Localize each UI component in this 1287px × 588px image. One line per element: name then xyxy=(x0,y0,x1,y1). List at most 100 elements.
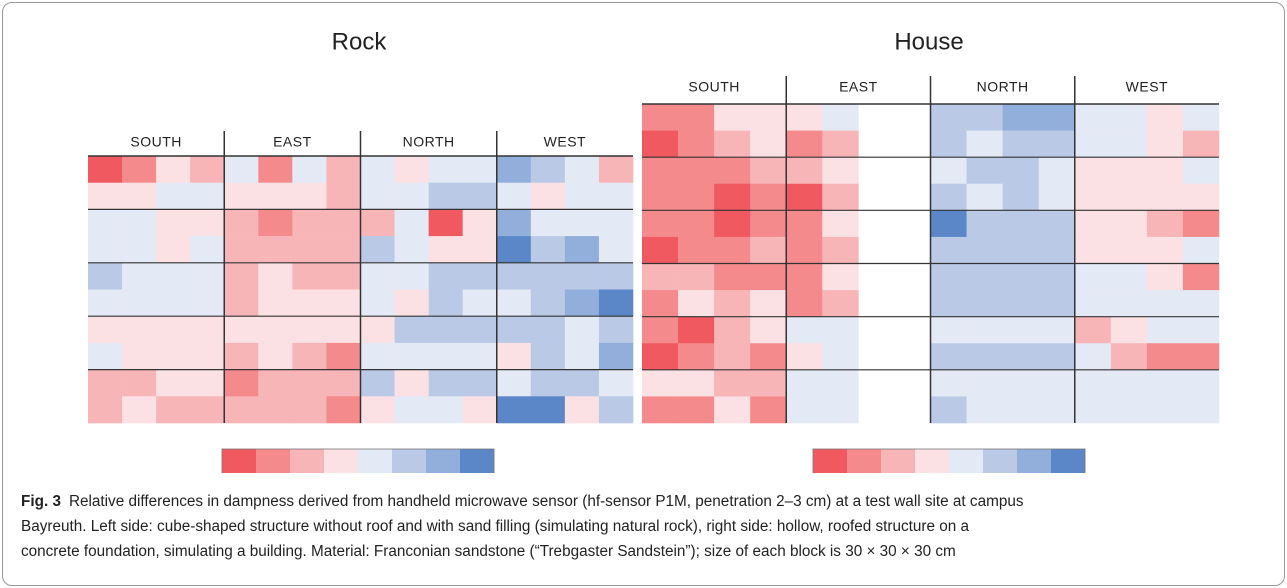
cell xyxy=(1074,157,1112,185)
cell xyxy=(360,342,395,370)
cell xyxy=(1182,104,1220,131)
legend-swatch xyxy=(358,449,393,473)
legend-swatch xyxy=(426,449,461,473)
cell xyxy=(966,369,1003,397)
cell xyxy=(496,316,532,344)
cell xyxy=(394,342,429,370)
cell xyxy=(122,316,157,344)
cell xyxy=(1146,130,1184,158)
cell xyxy=(966,183,1003,211)
cell xyxy=(786,369,823,397)
cell xyxy=(930,157,967,185)
cell xyxy=(1038,157,1076,185)
cell xyxy=(156,369,191,397)
cell xyxy=(714,369,751,397)
cell xyxy=(714,316,751,344)
cell xyxy=(1182,290,1220,317)
cell xyxy=(750,369,787,397)
cell xyxy=(930,210,967,238)
legend-swatch xyxy=(949,449,984,473)
cell xyxy=(360,316,395,344)
cell xyxy=(966,210,1003,238)
cell xyxy=(678,290,715,317)
cell xyxy=(786,316,823,344)
cell xyxy=(786,290,823,317)
cell xyxy=(428,236,463,264)
cell xyxy=(822,396,859,424)
cell xyxy=(714,290,751,317)
cell xyxy=(292,369,327,397)
cell xyxy=(394,316,429,344)
cell xyxy=(292,156,327,183)
cell xyxy=(1182,316,1220,344)
cell xyxy=(1074,104,1112,131)
cell xyxy=(822,316,859,344)
cell xyxy=(326,236,361,264)
cell xyxy=(326,209,361,237)
cell xyxy=(462,236,498,264)
cell xyxy=(564,262,600,290)
cell xyxy=(326,396,361,424)
cell xyxy=(292,209,327,237)
cell xyxy=(598,396,634,424)
cell xyxy=(530,156,566,183)
cell xyxy=(530,236,566,264)
cell xyxy=(1002,263,1039,291)
legend-swatch xyxy=(392,449,427,473)
cell xyxy=(564,209,600,237)
cell xyxy=(1002,130,1039,158)
cell xyxy=(258,262,293,290)
caption-label: Fig. 3 xyxy=(21,493,61,510)
cell xyxy=(88,342,123,370)
cell xyxy=(966,104,1003,131)
cell xyxy=(326,262,361,290)
cell xyxy=(786,183,823,211)
cell xyxy=(258,396,293,424)
cell xyxy=(1182,157,1220,185)
cell xyxy=(224,396,259,424)
legend-swatch xyxy=(915,449,950,473)
cell xyxy=(714,104,751,131)
cell xyxy=(1074,343,1112,371)
cell xyxy=(786,157,823,185)
cell xyxy=(1110,396,1148,424)
cell xyxy=(786,104,823,131)
cell xyxy=(190,342,225,370)
cell xyxy=(714,210,751,238)
cell xyxy=(428,396,463,424)
cell xyxy=(224,342,259,370)
cell xyxy=(156,209,191,237)
cell xyxy=(930,236,967,264)
cell xyxy=(1002,316,1039,344)
cell xyxy=(678,396,715,424)
cell xyxy=(598,342,634,370)
cell xyxy=(1182,343,1220,371)
cell xyxy=(156,396,191,424)
cell xyxy=(750,290,787,317)
cell xyxy=(822,183,859,211)
cell xyxy=(1002,157,1039,185)
legend-swatch xyxy=(290,449,325,473)
cell xyxy=(530,289,566,317)
cell xyxy=(496,289,532,317)
cell xyxy=(496,236,532,264)
legend-swatch xyxy=(1051,449,1086,473)
cell xyxy=(714,157,751,185)
cell xyxy=(678,104,715,131)
cell xyxy=(1110,343,1148,371)
cell xyxy=(156,316,191,344)
cell xyxy=(1110,236,1148,264)
cell xyxy=(224,209,259,237)
cell xyxy=(750,157,787,185)
cell xyxy=(678,369,715,397)
cell xyxy=(1002,236,1039,264)
cell xyxy=(966,396,1003,424)
cell xyxy=(156,182,191,210)
cell xyxy=(822,263,859,291)
cell xyxy=(822,210,859,238)
cell xyxy=(292,396,327,424)
cell xyxy=(714,236,751,264)
cell xyxy=(642,290,679,317)
cell xyxy=(462,342,498,370)
